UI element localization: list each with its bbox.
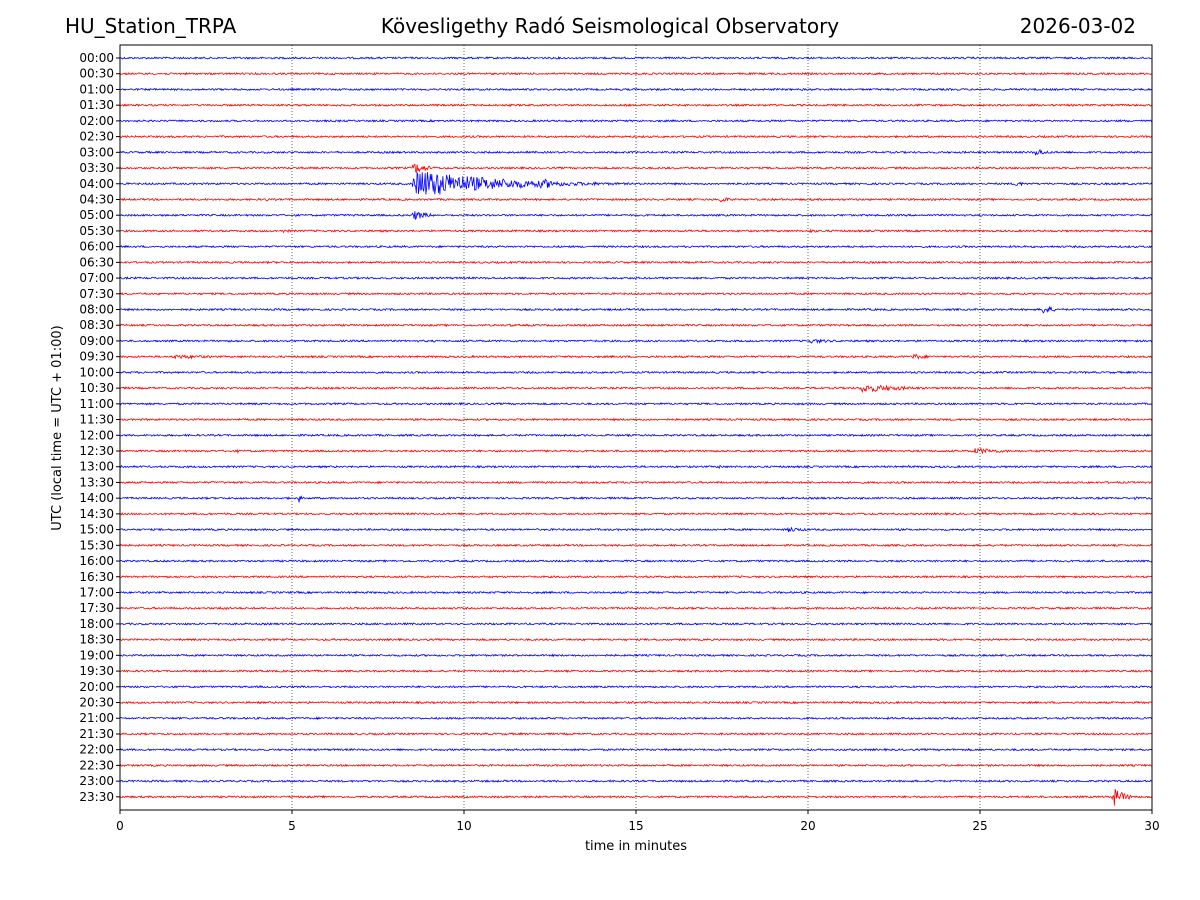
y-tick-label: 17:30 bbox=[79, 601, 114, 615]
y-tick-label: 12:00 bbox=[79, 428, 114, 442]
y-tick-label: 17:00 bbox=[79, 585, 114, 599]
y-tick-label: 04:30 bbox=[79, 192, 114, 206]
y-tick-label: 02:30 bbox=[79, 130, 114, 144]
y-tick-label: 09:00 bbox=[79, 334, 114, 348]
x-tick-label: 20 bbox=[800, 819, 815, 833]
y-tick-label: 18:00 bbox=[79, 617, 114, 631]
trace-1300 bbox=[119, 464, 1153, 469]
trace-1500 bbox=[119, 526, 1153, 533]
y-tick-label: 22:30 bbox=[79, 758, 114, 772]
trace-2000 bbox=[120, 685, 1153, 689]
trace-0300 bbox=[119, 148, 1153, 157]
trace-2330 bbox=[119, 789, 1153, 806]
y-axis-label: UTC (local time = UTC + 01:00) bbox=[50, 325, 65, 530]
y-tick-label: 06:00 bbox=[79, 240, 114, 254]
y-tick-label: 14:00 bbox=[79, 491, 114, 505]
x-tick-label: 15 bbox=[628, 819, 643, 833]
x-tick-label: 5 bbox=[288, 819, 296, 833]
trace-1100 bbox=[119, 401, 1153, 406]
y-tick-label: 08:30 bbox=[79, 318, 114, 332]
trace-0100 bbox=[119, 87, 1153, 92]
y-tick-label: 01:00 bbox=[79, 82, 114, 96]
y-tick-label: 19:00 bbox=[79, 648, 114, 662]
y-tick-label: 20:00 bbox=[79, 680, 114, 694]
y-tick-label: 23:00 bbox=[79, 774, 114, 788]
trace-1730 bbox=[119, 606, 1153, 611]
y-tick-label: 09:30 bbox=[79, 350, 114, 364]
chart-date: 2026-03-02 bbox=[1019, 14, 1136, 38]
y-tick-label: 20:30 bbox=[79, 696, 114, 710]
x-tick-label: 30 bbox=[1144, 819, 1159, 833]
y-tick-label: 12:30 bbox=[79, 444, 114, 458]
trace-0530 bbox=[119, 228, 1153, 234]
y-tick-label: 22:00 bbox=[79, 743, 114, 757]
x-tick-label: 0 bbox=[116, 819, 124, 833]
y-tick-label: 03:00 bbox=[79, 145, 114, 159]
y-tick-label: 11:30 bbox=[79, 413, 114, 427]
y-tick-label: 10:00 bbox=[79, 365, 114, 379]
chart-title: Kövesligethy Radó Seismological Observat… bbox=[380, 14, 840, 38]
y-tick-label: 14:30 bbox=[79, 507, 114, 521]
x-tick-label: 25 bbox=[972, 819, 987, 833]
y-tick-label: 10:30 bbox=[79, 381, 114, 395]
station-name: HU_Station_TRPA bbox=[65, 14, 237, 38]
y-tick-label: 07:30 bbox=[79, 287, 114, 301]
trace-1230 bbox=[119, 447, 1153, 455]
y-tick-label: 23:30 bbox=[79, 790, 114, 804]
trace-2130 bbox=[119, 732, 1153, 736]
y-tick-label: 07:00 bbox=[79, 271, 114, 285]
trace-1700 bbox=[119, 590, 1153, 595]
trace-1600 bbox=[119, 559, 1153, 563]
y-tick-label: 15:00 bbox=[79, 523, 114, 537]
trace-0800 bbox=[119, 305, 1152, 314]
x-tick-label: 10 bbox=[456, 819, 471, 833]
y-tick-label: 18:30 bbox=[79, 633, 114, 647]
y-tick-label: 05:30 bbox=[79, 224, 114, 238]
y-tick-label: 04:00 bbox=[79, 177, 114, 191]
y-tick-label: 00:30 bbox=[79, 67, 114, 81]
y-tick-label: 15:30 bbox=[79, 538, 114, 552]
y-tick-label: 19:30 bbox=[79, 664, 114, 678]
y-tick-label: 00:00 bbox=[79, 51, 114, 65]
trace-1930 bbox=[119, 669, 1153, 674]
trace-0030 bbox=[119, 71, 1153, 76]
x-axis-label: time in minutes bbox=[585, 839, 687, 854]
grid-layer bbox=[291, 45, 981, 810]
y-tick-label: 06:30 bbox=[79, 255, 114, 269]
y-tick-label: 21:00 bbox=[79, 711, 114, 725]
y-tick-label: 02:00 bbox=[79, 114, 114, 128]
y-tick-label: 13:00 bbox=[79, 460, 114, 474]
trace-1630 bbox=[119, 574, 1153, 579]
trace-0900 bbox=[119, 338, 1153, 344]
y-tick-label: 13:30 bbox=[79, 475, 114, 489]
trace-0630 bbox=[119, 260, 1153, 265]
y-tick-label: 11:00 bbox=[79, 397, 114, 411]
x-ticks: 0 5 10 15 20 25 30 bbox=[116, 810, 1160, 833]
trace-0500 bbox=[119, 211, 1153, 220]
y-tick-label: 05:00 bbox=[79, 208, 114, 222]
trace-1330 bbox=[119, 480, 1152, 485]
y-tick-label: 08:00 bbox=[79, 303, 114, 317]
trace-0700 bbox=[119, 276, 1153, 281]
y-tick-label: 16:30 bbox=[79, 570, 114, 584]
trace-1530 bbox=[119, 543, 1153, 548]
trace-0830 bbox=[119, 323, 1153, 328]
y-tick-label: 01:30 bbox=[79, 98, 114, 112]
y-tick-label: 21:30 bbox=[79, 727, 114, 741]
y-tick-label: 03:30 bbox=[79, 161, 114, 175]
trace-1130 bbox=[119, 417, 1153, 422]
y-tick-label: 16:00 bbox=[79, 554, 114, 568]
